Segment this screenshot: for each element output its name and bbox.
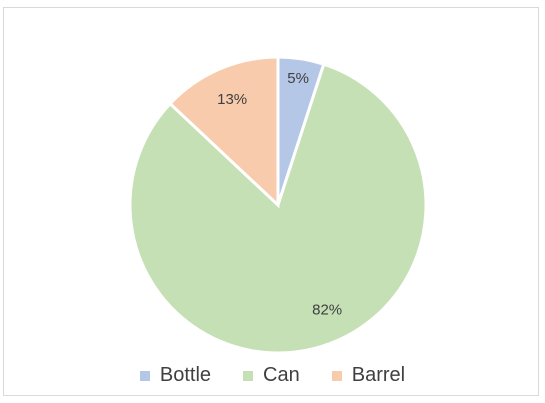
legend-swatch-barrel	[331, 370, 342, 381]
legend-item-barrel: Barrel	[331, 364, 406, 387]
legend-label-can: Can	[263, 364, 300, 386]
legend: Bottle Can Barrel	[0, 364, 545, 387]
legend-label-barrel: Barrel	[351, 364, 406, 386]
pie-data-labels: 5% 82% 13%	[217, 70, 342, 319]
pie-slice-barrel	[167, 55, 280, 209]
legend-item-can: Can	[243, 364, 300, 387]
legend-item-bottle: Bottle	[139, 364, 212, 387]
data-label-bottle: 5%	[287, 70, 309, 87]
data-label-barrel: 13%	[217, 91, 247, 108]
legend-label-bottle: Bottle	[159, 364, 212, 386]
legend-swatch-can	[243, 370, 254, 381]
pie-slices	[128, 55, 428, 355]
legend-swatch-bottle	[139, 370, 150, 381]
data-label-can: 82%	[312, 301, 342, 318]
